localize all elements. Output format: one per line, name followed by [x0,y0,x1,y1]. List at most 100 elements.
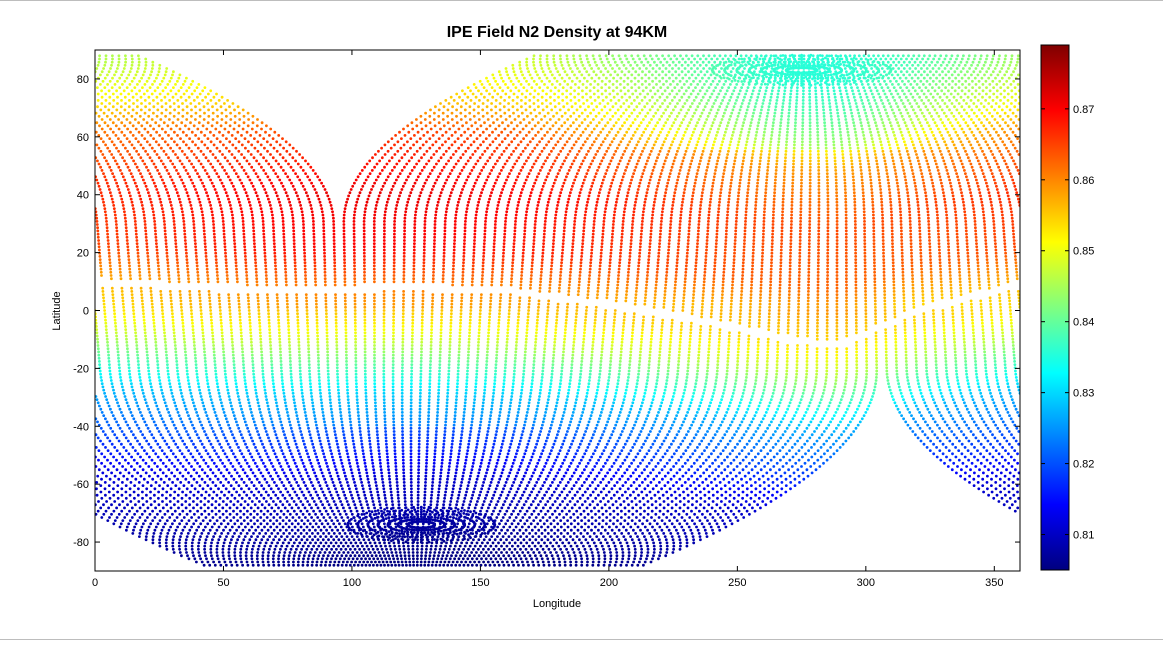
data-point [173,140,176,144]
data-point [307,426,310,430]
data-point [237,525,241,529]
data-point [293,439,297,443]
data-point [213,356,217,360]
data-point [456,102,459,105]
data-point [373,293,376,296]
data-point [293,264,297,268]
data-point [224,261,228,265]
data-point [163,334,167,338]
data-point [359,433,362,437]
data-point [336,446,340,449]
data-point [108,79,112,83]
data-point [260,528,264,532]
data-point [373,331,376,335]
data-point [333,255,336,258]
data-point [373,353,376,357]
data-point [241,541,244,545]
data-point [221,461,225,465]
data-point [434,105,437,109]
data-point [353,321,357,325]
data-point [209,140,213,144]
data-point [155,76,158,80]
data-point [1017,89,1020,93]
data-point [226,522,230,526]
data-point [488,92,491,96]
data-point [363,347,367,351]
data-point [393,442,396,446]
data-point [106,344,110,347]
data-point [248,204,252,207]
data-point [197,83,201,86]
data-point [297,506,300,510]
data-point [939,63,943,67]
data-point [348,417,352,421]
data-point [239,503,243,507]
data-point [279,350,282,354]
data-point [248,477,251,481]
data-point [333,277,337,281]
data-point [321,557,324,561]
data-point [261,554,265,558]
data-point [316,344,320,347]
data-point [210,325,214,328]
data-point [335,331,338,335]
data-point [359,436,363,440]
data-point [455,108,458,112]
data-point [103,121,107,125]
data-point [247,302,251,306]
data-point [993,108,996,112]
data-point [191,216,195,220]
data-point [935,76,938,80]
data-point [193,347,197,351]
data-point [300,391,304,395]
data-point [337,398,341,401]
data-point [972,111,976,115]
data-point [169,487,173,491]
data-point [108,264,112,268]
data-point [239,465,243,468]
data-point [268,134,271,137]
data-point [219,315,223,319]
data-point [928,63,931,67]
data-point [274,544,278,548]
data-point [353,270,356,274]
data-point [212,350,216,354]
data-point [99,264,103,268]
data-point [174,188,178,191]
data-point [262,232,266,236]
data-point [353,264,356,268]
data-point [200,315,203,319]
data-point [325,340,329,344]
data-point [248,433,252,437]
data-point [130,57,134,61]
data-point [133,118,137,121]
data-point [392,557,395,561]
data-point [373,366,376,370]
data-point [373,347,376,351]
data-point [233,369,237,373]
data-point [396,140,400,144]
data-point [100,95,104,99]
data-point [231,143,235,147]
data-point [323,274,327,277]
data-point [364,204,368,207]
data-point [383,143,387,147]
data-point [209,99,213,102]
data-point [272,538,275,542]
data-point [250,165,254,169]
data-point [210,181,214,185]
data-point [518,60,522,64]
data-point [250,340,253,344]
data-point [223,465,227,468]
data-point [324,519,328,522]
data-point [212,353,216,357]
data-point [364,557,367,561]
data-point [378,503,382,507]
data-point [363,340,367,344]
data-point [268,414,272,417]
data-point [117,118,120,121]
data-point [205,372,208,376]
data-point [286,302,289,306]
data-point [284,547,288,551]
data-point [109,270,113,274]
